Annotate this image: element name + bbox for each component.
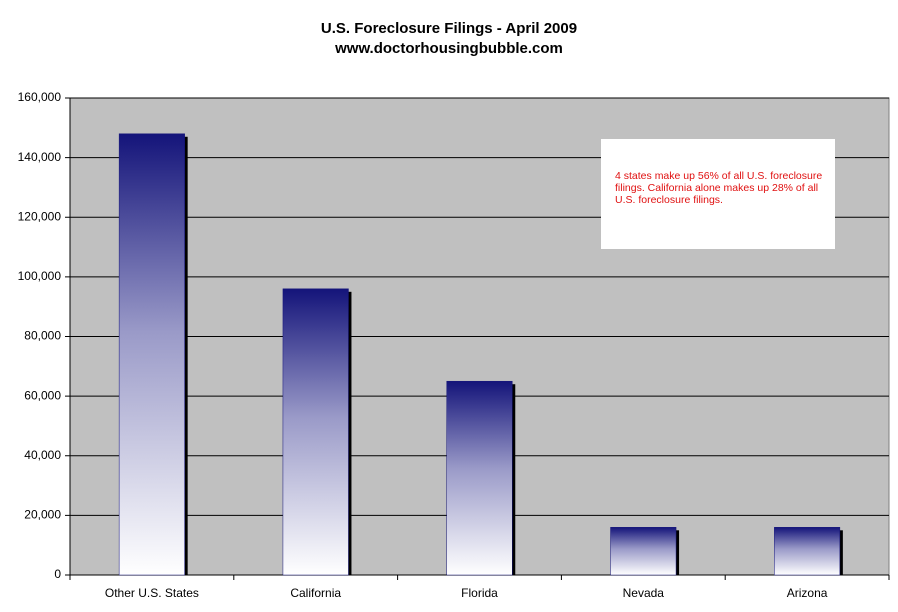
annotation: 4 states make up 56% of all U.S. foreclo… — [601, 139, 835, 249]
bar — [774, 527, 841, 576]
x-tick-label: Arizona — [787, 586, 828, 600]
y-tick-label: 140,000 — [18, 150, 62, 164]
bar — [118, 133, 185, 576]
y-tick-label: 0 — [54, 567, 61, 581]
x-tick-label: Nevada — [623, 586, 665, 600]
y-tick-label: 60,000 — [24, 388, 61, 402]
bar — [282, 288, 349, 576]
y-tick-label: 160,000 — [18, 90, 62, 104]
x-tick-label: Florida — [461, 586, 498, 600]
chart-subtitle: www.doctorhousingbubble.com — [334, 40, 563, 57]
y-tick-label: 20,000 — [24, 508, 61, 522]
y-tick-label: 100,000 — [18, 269, 62, 283]
x-tick-label: California — [290, 586, 341, 600]
x-tick-label: Other U.S. States — [105, 586, 199, 600]
chart-title: U.S. Foreclosure Filings - April 2009 — [321, 20, 577, 37]
bar — [446, 380, 513, 576]
y-tick-label: 40,000 — [24, 448, 61, 462]
y-tick-label: 120,000 — [18, 209, 62, 223]
bar — [610, 527, 677, 576]
y-tick-label: 80,000 — [24, 329, 61, 343]
